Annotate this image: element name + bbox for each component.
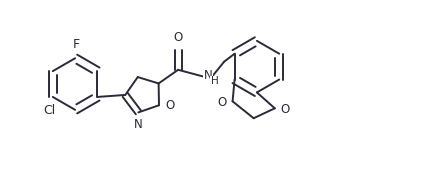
- Text: O: O: [165, 99, 174, 112]
- Text: O: O: [218, 96, 227, 109]
- Text: Cl: Cl: [44, 104, 56, 117]
- Text: O: O: [281, 103, 290, 116]
- Text: O: O: [173, 31, 183, 44]
- Text: F: F: [73, 38, 80, 51]
- Text: N: N: [204, 69, 213, 82]
- Text: H: H: [211, 76, 219, 86]
- Text: N: N: [134, 118, 143, 131]
